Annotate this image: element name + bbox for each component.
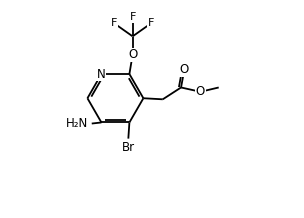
Text: N: N <box>97 68 106 80</box>
Text: F: F <box>148 19 154 28</box>
Text: O: O <box>128 48 137 61</box>
Text: O: O <box>180 63 189 76</box>
Text: Br: Br <box>122 141 135 154</box>
Text: O: O <box>196 85 205 98</box>
Text: F: F <box>130 12 136 22</box>
Text: H₂N: H₂N <box>66 117 88 130</box>
Text: F: F <box>111 19 118 28</box>
